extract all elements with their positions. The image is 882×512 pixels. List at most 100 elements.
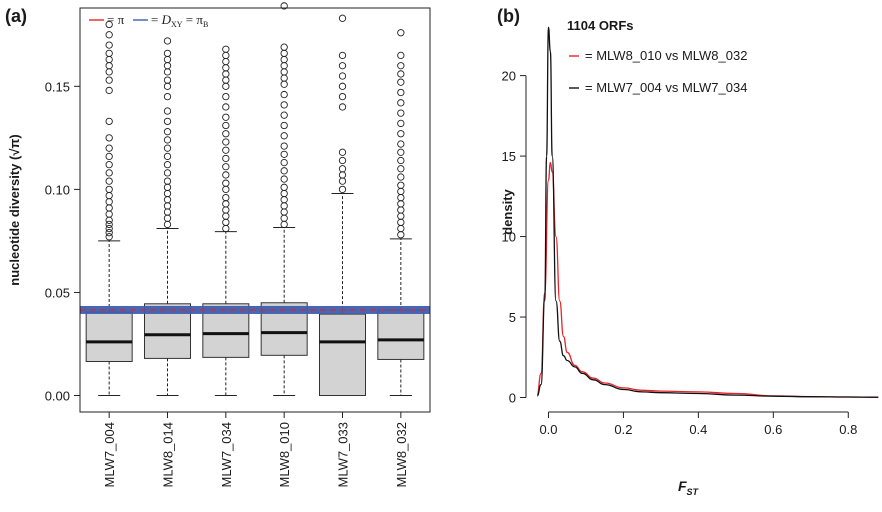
outlier-point (222, 163, 230, 171)
outlier-point (397, 156, 405, 165)
outlier-point (280, 196, 288, 204)
outlier-point (397, 181, 405, 189)
outlier-point (397, 78, 405, 86)
outlier-point (338, 92, 347, 101)
x-tick-label: 0.8 (839, 422, 857, 437)
outlier-point (163, 68, 172, 76)
outlier-point (105, 210, 113, 218)
outlier-point (222, 113, 230, 121)
outlier-point (280, 62, 288, 70)
outlier-point (280, 183, 288, 191)
outlier-point (163, 161, 172, 169)
outlier-point (163, 169, 172, 177)
legend-pi-label: = π (107, 12, 125, 27)
panel-b-xlabel: FST (678, 478, 700, 497)
outlier-point (222, 193, 230, 202)
outlier-point (280, 2, 288, 10)
outlier-point (163, 37, 172, 45)
panel-a-axes: 0.00 0.05 0.10 0.15 MLW7_004 MLW8_014 MLW7_034… (45, 7, 431, 488)
outlier-point (163, 82, 172, 90)
legend-dxy-label: = DXY = πB (151, 12, 208, 29)
outlier-point (105, 161, 113, 169)
outlier-point (280, 214, 288, 222)
outlier-point (222, 224, 230, 233)
box-MLW7_004 (85, 20, 133, 397)
outlier-point (338, 171, 347, 179)
outlier-point (338, 72, 347, 80)
outlier-point (397, 212, 405, 220)
outlier-point (105, 62, 113, 70)
y-tick-label: 5 (509, 310, 516, 325)
box-iqr (319, 313, 366, 397)
x-tick-label: MLW7_033 (336, 422, 351, 488)
outlier-point (163, 92, 172, 101)
outlier-point (338, 177, 347, 185)
y-tick-label: 20 (502, 69, 516, 84)
box-MLW7_034 (202, 45, 250, 397)
outlier-point (222, 45, 230, 53)
outlier-point (163, 76, 172, 84)
panel-a-ylabel: nucleotide diversity (√π) (7, 134, 22, 285)
outlier-point (280, 101, 288, 109)
outlier-point (105, 68, 113, 76)
outlier-point (105, 86, 113, 95)
outlier-point (105, 185, 113, 194)
outlier-point (397, 173, 405, 181)
x-tick-label: 0.2 (614, 422, 632, 437)
outlier-point (105, 229, 113, 237)
outlier-point (222, 57, 230, 66)
outlier-point (105, 49, 113, 57)
outlier-point (280, 202, 288, 210)
outlier-point (105, 20, 113, 29)
outlier-point (397, 200, 405, 208)
outlier-point (105, 191, 113, 200)
outlier-point (105, 55, 113, 64)
outlier-point (280, 55, 288, 64)
outlier-point (163, 152, 172, 161)
outlier-point (338, 103, 347, 111)
outlier-point (397, 224, 405, 233)
panel-b-legend: = MLW8_010 vs MLW8_032 = MLW7_004 vs MLW… (569, 48, 747, 95)
outlier-point (105, 144, 113, 152)
outlier-point (163, 144, 172, 152)
outlier-point (280, 175, 288, 183)
outlier-point (222, 206, 230, 214)
outlier-point (338, 62, 347, 70)
panel-b-axes: 0 5 10 15 20 0.0 0.2 0.4 0.6 0.8 (502, 69, 858, 437)
outlier-point (222, 76, 230, 84)
outlier-point (338, 51, 347, 60)
outlier-point (105, 233, 113, 241)
outlier-point (280, 142, 288, 150)
outlier-point (397, 51, 405, 60)
outlier-point (163, 55, 172, 64)
outlier-point (163, 117, 172, 126)
panel-a: (a) nucleotide diversity (√π) 0.000.050.… (5, 2, 431, 488)
x-tick-label: MLW7_034 (219, 422, 234, 488)
x-tick-label: 0.4 (689, 422, 707, 437)
outlier-point (397, 218, 405, 227)
outlier-point (280, 208, 288, 216)
outlier-point (105, 224, 113, 233)
outlier-point (222, 103, 230, 111)
outlier-point (397, 88, 405, 97)
outlier-point (105, 76, 113, 84)
outlier-point (280, 167, 288, 175)
outlier-point (338, 82, 347, 90)
outlier-point (338, 148, 347, 156)
outlier-point (163, 128, 172, 136)
outlier-point (397, 99, 405, 107)
outlier-point (280, 189, 288, 198)
box-MLW7_033 (319, 14, 366, 397)
y-tick-label: 0.00 (45, 389, 70, 404)
outlier-point (280, 43, 288, 51)
reference-lines (80, 305, 430, 314)
x-tick-label: MLW8_032 (394, 422, 409, 488)
outlier-point (397, 148, 405, 156)
y-tick-label: 15 (502, 149, 516, 164)
outlier-point (222, 64, 230, 72)
outlier-point (163, 214, 172, 222)
outlier-point (163, 189, 172, 198)
box-plots (85, 2, 425, 397)
outlier-point (397, 206, 405, 214)
